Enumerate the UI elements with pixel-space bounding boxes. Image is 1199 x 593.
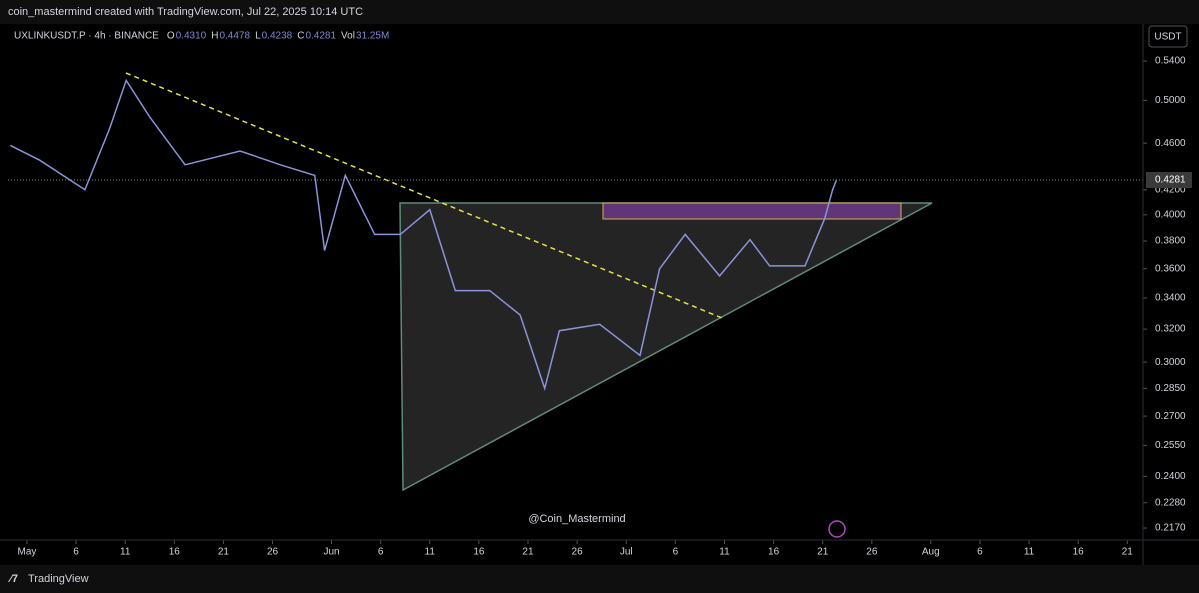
resistance-zone <box>602 202 902 220</box>
y-tick-label: 0.2700 <box>1155 411 1186 422</box>
y-tick-label: 0.4000 <box>1155 209 1186 220</box>
y-tick-label: 0.2850 <box>1155 383 1186 394</box>
x-tick-label: 16 <box>473 547 485 558</box>
x-tick-label: 6 <box>673 547 679 558</box>
x-tick-label: 16 <box>768 547 780 558</box>
x-tick-label: Jul <box>620 547 633 558</box>
currency-button[interactable] <box>1148 25 1188 48</box>
x-tick-label: May <box>18 547 37 558</box>
last-price-box <box>1146 172 1192 189</box>
plot: 0.5400 0.5000 0.4600 0.4200 0.4000 0.3800 0.36… <box>8 56 1192 558</box>
flash-icon[interactable] <box>828 520 846 538</box>
ohlc-label: L <box>255 31 261 42</box>
logo-mark: ⁄7 <box>7 573 18 585</box>
x-tick-label: 21 <box>817 547 829 558</box>
price-line <box>9 78 838 392</box>
ohlc-value: 31.25M <box>356 31 389 42</box>
x-tick-label: 11 <box>425 547 436 558</box>
x-tick-label: 6 <box>378 547 384 558</box>
currency: USDT <box>1154 32 1181 43</box>
x-tick-label: 26 <box>866 547 878 558</box>
y-tick-label: 0.5000 <box>1155 95 1186 106</box>
x-tick-label: 21 <box>218 547 230 558</box>
ohlc-label: Vol <box>341 31 355 42</box>
x-tick-label: 11 <box>1024 547 1035 558</box>
ohlc-label: H <box>211 31 218 42</box>
x-tick-label: 11 <box>719 547 730 558</box>
x-tick-label: 6 <box>73 547 79 558</box>
top-bar <box>0 0 1199 24</box>
ohlc: O 0.4310 H 0.4478 L 0.4238 C 0.4281 Vol 31.25M <box>167 31 389 42</box>
y-tick-label: 0.2280 <box>1155 497 1186 508</box>
symbol: UXLINKUSDT.P · 4h · BINANCE <box>14 31 159 42</box>
x-tick-label: 16 <box>1073 547 1085 558</box>
ohlc-label: O <box>167 31 175 42</box>
x-tick-label: 6 <box>977 547 983 558</box>
x-tick-label: Jun <box>323 547 339 558</box>
y-tick-label: 0.2170 <box>1155 523 1186 534</box>
y-tick-label: 0.2550 <box>1155 440 1186 451</box>
header-title: coin_mastermind created with TradingView… <box>8 6 363 18</box>
y-tick-label: 0.2400 <box>1155 471 1186 482</box>
x-tick-label: 26 <box>572 547 584 558</box>
watermark: @Coin_Mastermind <box>528 513 625 525</box>
ohlc-value: 0.4310 <box>176 31 207 42</box>
y-tick-label: 0.4200 <box>1155 184 1186 195</box>
x-tick-label: 21 <box>522 547 534 558</box>
ohlc-label: C <box>297 31 304 42</box>
y-tick-label: 0.3800 <box>1155 236 1186 247</box>
ohlc-value: 0.4478 <box>219 31 250 42</box>
x-tick-label: 11 <box>120 547 131 558</box>
last-price-label: 0.4281 <box>1155 175 1186 186</box>
y-tick-label: 0.3000 <box>1155 357 1186 368</box>
x-tick-label: 26 <box>267 547 279 558</box>
ohlc-value: 0.4238 <box>262 31 293 42</box>
x-tick-label: 16 <box>169 547 181 558</box>
footer-brand: TradingView <box>28 573 89 585</box>
y-tick-label: 0.3200 <box>1155 324 1186 335</box>
y-tick-label: 0.3400 <box>1155 293 1186 304</box>
y-tick-label: 0.4600 <box>1155 138 1186 149</box>
y-tick-label: 0.3600 <box>1155 263 1186 274</box>
x-tick-label: Aug <box>922 547 940 558</box>
ohlc-value: 0.4281 <box>305 31 336 42</box>
y-tick-label: 0.5400 <box>1155 56 1186 67</box>
footer-bar <box>0 565 1199 593</box>
x-tick-label: 21 <box>1122 547 1134 558</box>
